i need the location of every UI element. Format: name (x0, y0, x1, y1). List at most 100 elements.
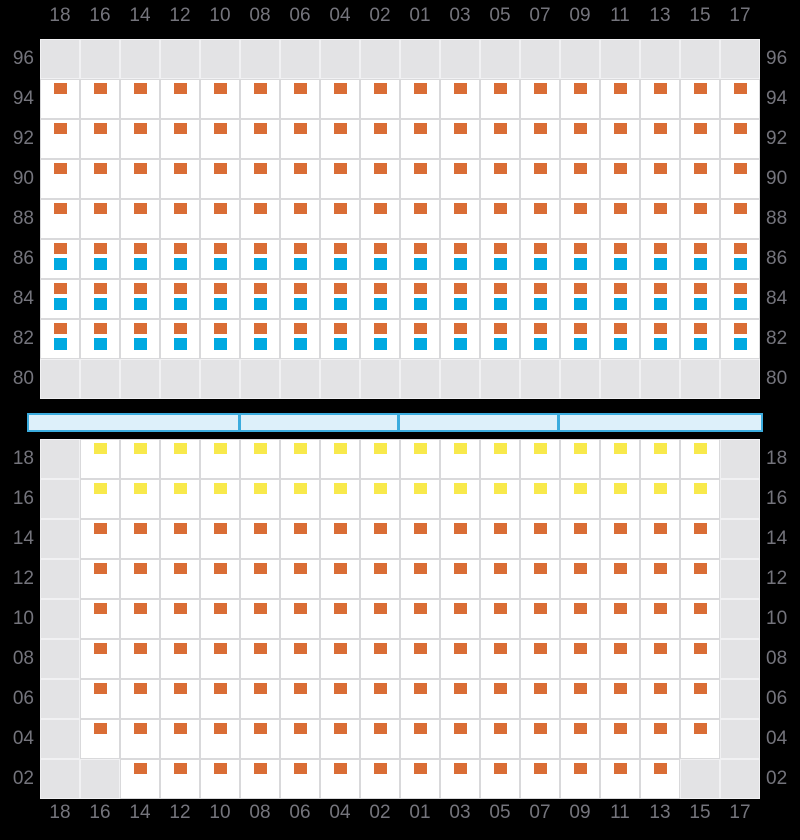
slot-cell[interactable] (720, 439, 760, 479)
slot-cell[interactable] (240, 79, 280, 119)
slot-cell[interactable] (240, 519, 280, 559)
slot-cell[interactable] (360, 119, 400, 159)
slot-cell[interactable] (680, 479, 720, 519)
slot-cell[interactable] (120, 359, 160, 399)
slot-cell[interactable] (400, 639, 440, 679)
slot-cell[interactable] (80, 279, 120, 319)
slot-cell[interactable] (720, 479, 760, 519)
slot-cell[interactable] (720, 319, 760, 359)
slot-cell[interactable] (360, 519, 400, 559)
slot-cell[interactable] (400, 359, 440, 399)
slot-cell[interactable] (600, 759, 640, 799)
slot-cell[interactable] (320, 39, 360, 79)
slot-cell[interactable] (80, 479, 120, 519)
slot-cell[interactable] (40, 759, 80, 799)
slot-cell[interactable] (600, 519, 640, 559)
slot-cell[interactable] (320, 119, 360, 159)
slot-cell[interactable] (400, 759, 440, 799)
slot-cell[interactable] (440, 679, 480, 719)
slot-cell[interactable] (440, 759, 480, 799)
slot-cell[interactable] (520, 479, 560, 519)
slot-cell[interactable] (480, 239, 520, 279)
slot-cell[interactable] (520, 119, 560, 159)
slot-cell[interactable] (520, 39, 560, 79)
slot-cell[interactable] (600, 119, 640, 159)
slot-cell[interactable] (200, 319, 240, 359)
slot-cell[interactable] (320, 759, 360, 799)
slot-cell[interactable] (360, 719, 400, 759)
slot-cell[interactable] (200, 119, 240, 159)
slot-cell[interactable] (40, 639, 80, 679)
slot-cell[interactable] (280, 679, 320, 719)
slot-cell[interactable] (240, 439, 280, 479)
slot-cell[interactable] (120, 79, 160, 119)
slot-cell[interactable] (400, 119, 440, 159)
slot-cell[interactable] (120, 119, 160, 159)
slot-cell[interactable] (680, 159, 720, 199)
slot-cell[interactable] (40, 519, 80, 559)
slot-cell[interactable] (640, 439, 680, 479)
slot-cell[interactable] (320, 719, 360, 759)
slot-cell[interactable] (160, 679, 200, 719)
slot-cell[interactable] (80, 319, 120, 359)
slot-cell[interactable] (320, 439, 360, 479)
slot-cell[interactable] (560, 199, 600, 239)
slot-cell[interactable] (200, 159, 240, 199)
slot-cell[interactable] (40, 479, 80, 519)
slot-cell[interactable] (320, 639, 360, 679)
slot-cell[interactable] (640, 679, 680, 719)
slot-cell[interactable] (480, 719, 520, 759)
slot-cell[interactable] (720, 599, 760, 639)
slot-cell[interactable] (80, 239, 120, 279)
slot-cell[interactable] (160, 599, 200, 639)
slot-cell[interactable] (600, 719, 640, 759)
slot-cell[interactable] (720, 159, 760, 199)
slot-cell[interactable] (480, 319, 520, 359)
slot-cell[interactable] (680, 519, 720, 559)
slot-cell[interactable] (360, 479, 400, 519)
slot-cell[interactable] (80, 599, 120, 639)
slot-cell[interactable] (480, 199, 520, 239)
slot-cell[interactable] (480, 439, 520, 479)
slot-cell[interactable] (720, 279, 760, 319)
slot-cell[interactable] (160, 159, 200, 199)
slot-cell[interactable] (560, 559, 600, 599)
slot-cell[interactable] (440, 39, 480, 79)
slot-cell[interactable] (680, 239, 720, 279)
slot-cell[interactable] (520, 199, 560, 239)
slot-cell[interactable] (40, 119, 80, 159)
slot-cell[interactable] (200, 679, 240, 719)
slot-cell[interactable] (160, 719, 200, 759)
slot-cell[interactable] (600, 79, 640, 119)
slot-cell[interactable] (320, 319, 360, 359)
slot-cell[interactable] (480, 359, 520, 399)
slot-cell[interactable] (120, 639, 160, 679)
slot-cell[interactable] (200, 239, 240, 279)
slot-cell[interactable] (240, 39, 280, 79)
slot-cell[interactable] (280, 79, 320, 119)
slot-cell[interactable] (280, 559, 320, 599)
slot-cell[interactable] (200, 279, 240, 319)
slot-cell[interactable] (240, 679, 280, 719)
slot-cell[interactable] (640, 199, 680, 239)
slot-cell[interactable] (400, 519, 440, 559)
slot-cell[interactable] (560, 39, 600, 79)
slot-cell[interactable] (440, 719, 480, 759)
slot-cell[interactable] (40, 719, 80, 759)
slot-cell[interactable] (720, 759, 760, 799)
slot-cell[interactable] (160, 479, 200, 519)
slot-cell[interactable] (280, 319, 320, 359)
slot-cell[interactable] (720, 39, 760, 79)
slot-cell[interactable] (80, 719, 120, 759)
slot-cell[interactable] (200, 719, 240, 759)
slot-cell[interactable] (480, 79, 520, 119)
slot-cell[interactable] (360, 759, 400, 799)
slot-cell[interactable] (280, 279, 320, 319)
slot-cell[interactable] (160, 319, 200, 359)
slot-cell[interactable] (520, 559, 560, 599)
slot-cell[interactable] (160, 239, 200, 279)
slot-cell[interactable] (680, 39, 720, 79)
slot-cell[interactable] (560, 679, 600, 719)
slot-cell[interactable] (240, 599, 280, 639)
slot-cell[interactable] (520, 679, 560, 719)
